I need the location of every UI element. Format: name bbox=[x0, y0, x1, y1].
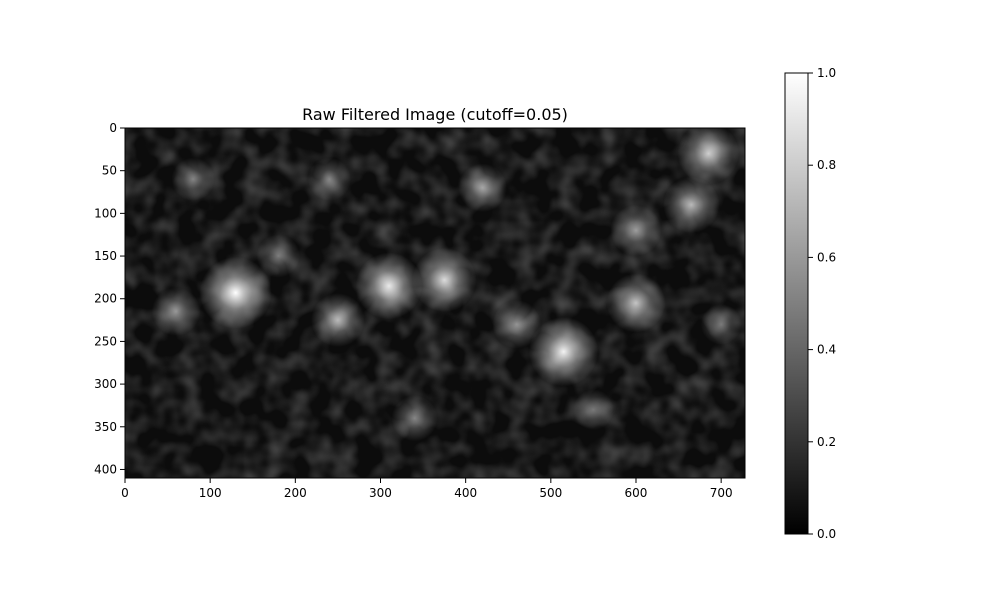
bright-spot bbox=[492, 300, 542, 349]
bright-spot bbox=[458, 163, 507, 213]
x-tick-label: 500 bbox=[539, 486, 562, 500]
colorbar-tick-label: 0.8 bbox=[817, 158, 836, 172]
heatmap-image bbox=[125, 128, 745, 478]
y-tick-label: 200 bbox=[94, 292, 117, 306]
colorbar-tick-label: 0.6 bbox=[817, 250, 836, 264]
y-tick-label: 350 bbox=[94, 420, 117, 434]
colorbar-tick-label: 0.0 bbox=[817, 527, 836, 541]
x-tick-label: 300 bbox=[369, 486, 392, 500]
bright-spot bbox=[610, 204, 662, 257]
colorbar bbox=[784, 72, 809, 535]
y-tick-label: 300 bbox=[94, 377, 117, 391]
colorbar-axis: 0.0 0.2 0.4 0.6 0.8 1.0 bbox=[808, 66, 836, 541]
x-tick-label: 100 bbox=[199, 486, 222, 500]
heatmap-bright-spots bbox=[151, 128, 742, 442]
y-tick-label: 250 bbox=[94, 334, 117, 348]
y-tick-label: 50 bbox=[102, 164, 117, 178]
y-tick-label: 100 bbox=[94, 206, 117, 220]
colorbar-tick-label: 0.4 bbox=[817, 343, 836, 357]
chart-title: Raw Filtered Image (cutoff=0.05) bbox=[302, 105, 568, 124]
bright-spot bbox=[573, 389, 614, 431]
y-axis: 0 50 100 150 200 250 300 350 400 bbox=[94, 121, 125, 476]
bright-spot bbox=[606, 273, 666, 333]
colorbar-tick-label: 1.0 bbox=[817, 66, 836, 80]
bright-spot bbox=[171, 157, 215, 201]
x-tick-label: 600 bbox=[625, 486, 648, 500]
y-tick-label: 0 bbox=[109, 121, 117, 135]
bright-spot bbox=[311, 293, 365, 347]
bright-spot bbox=[307, 157, 352, 201]
x-tick-label: 400 bbox=[454, 486, 477, 500]
x-tick-label: 0 bbox=[121, 486, 129, 500]
y-tick-label: 150 bbox=[94, 249, 117, 263]
bright-spot bbox=[412, 247, 477, 313]
x-axis: 0 100 200 300 400 500 600 700 bbox=[121, 478, 733, 500]
y-tick-label: 400 bbox=[94, 462, 117, 476]
bright-spot bbox=[355, 252, 423, 320]
colorbar-tick-label: 0.2 bbox=[817, 435, 836, 449]
bright-spot bbox=[677, 128, 740, 185]
bright-spot bbox=[151, 287, 201, 336]
bright-spot bbox=[391, 395, 438, 442]
bright-spot bbox=[199, 256, 272, 329]
bright-spot bbox=[528, 316, 599, 387]
bright-spot bbox=[700, 303, 742, 345]
x-tick-label: 200 bbox=[284, 486, 307, 500]
bright-spot bbox=[256, 234, 300, 278]
plot-frame bbox=[124, 127, 746, 479]
bright-spot bbox=[663, 176, 720, 234]
x-tick-label: 700 bbox=[710, 486, 733, 500]
